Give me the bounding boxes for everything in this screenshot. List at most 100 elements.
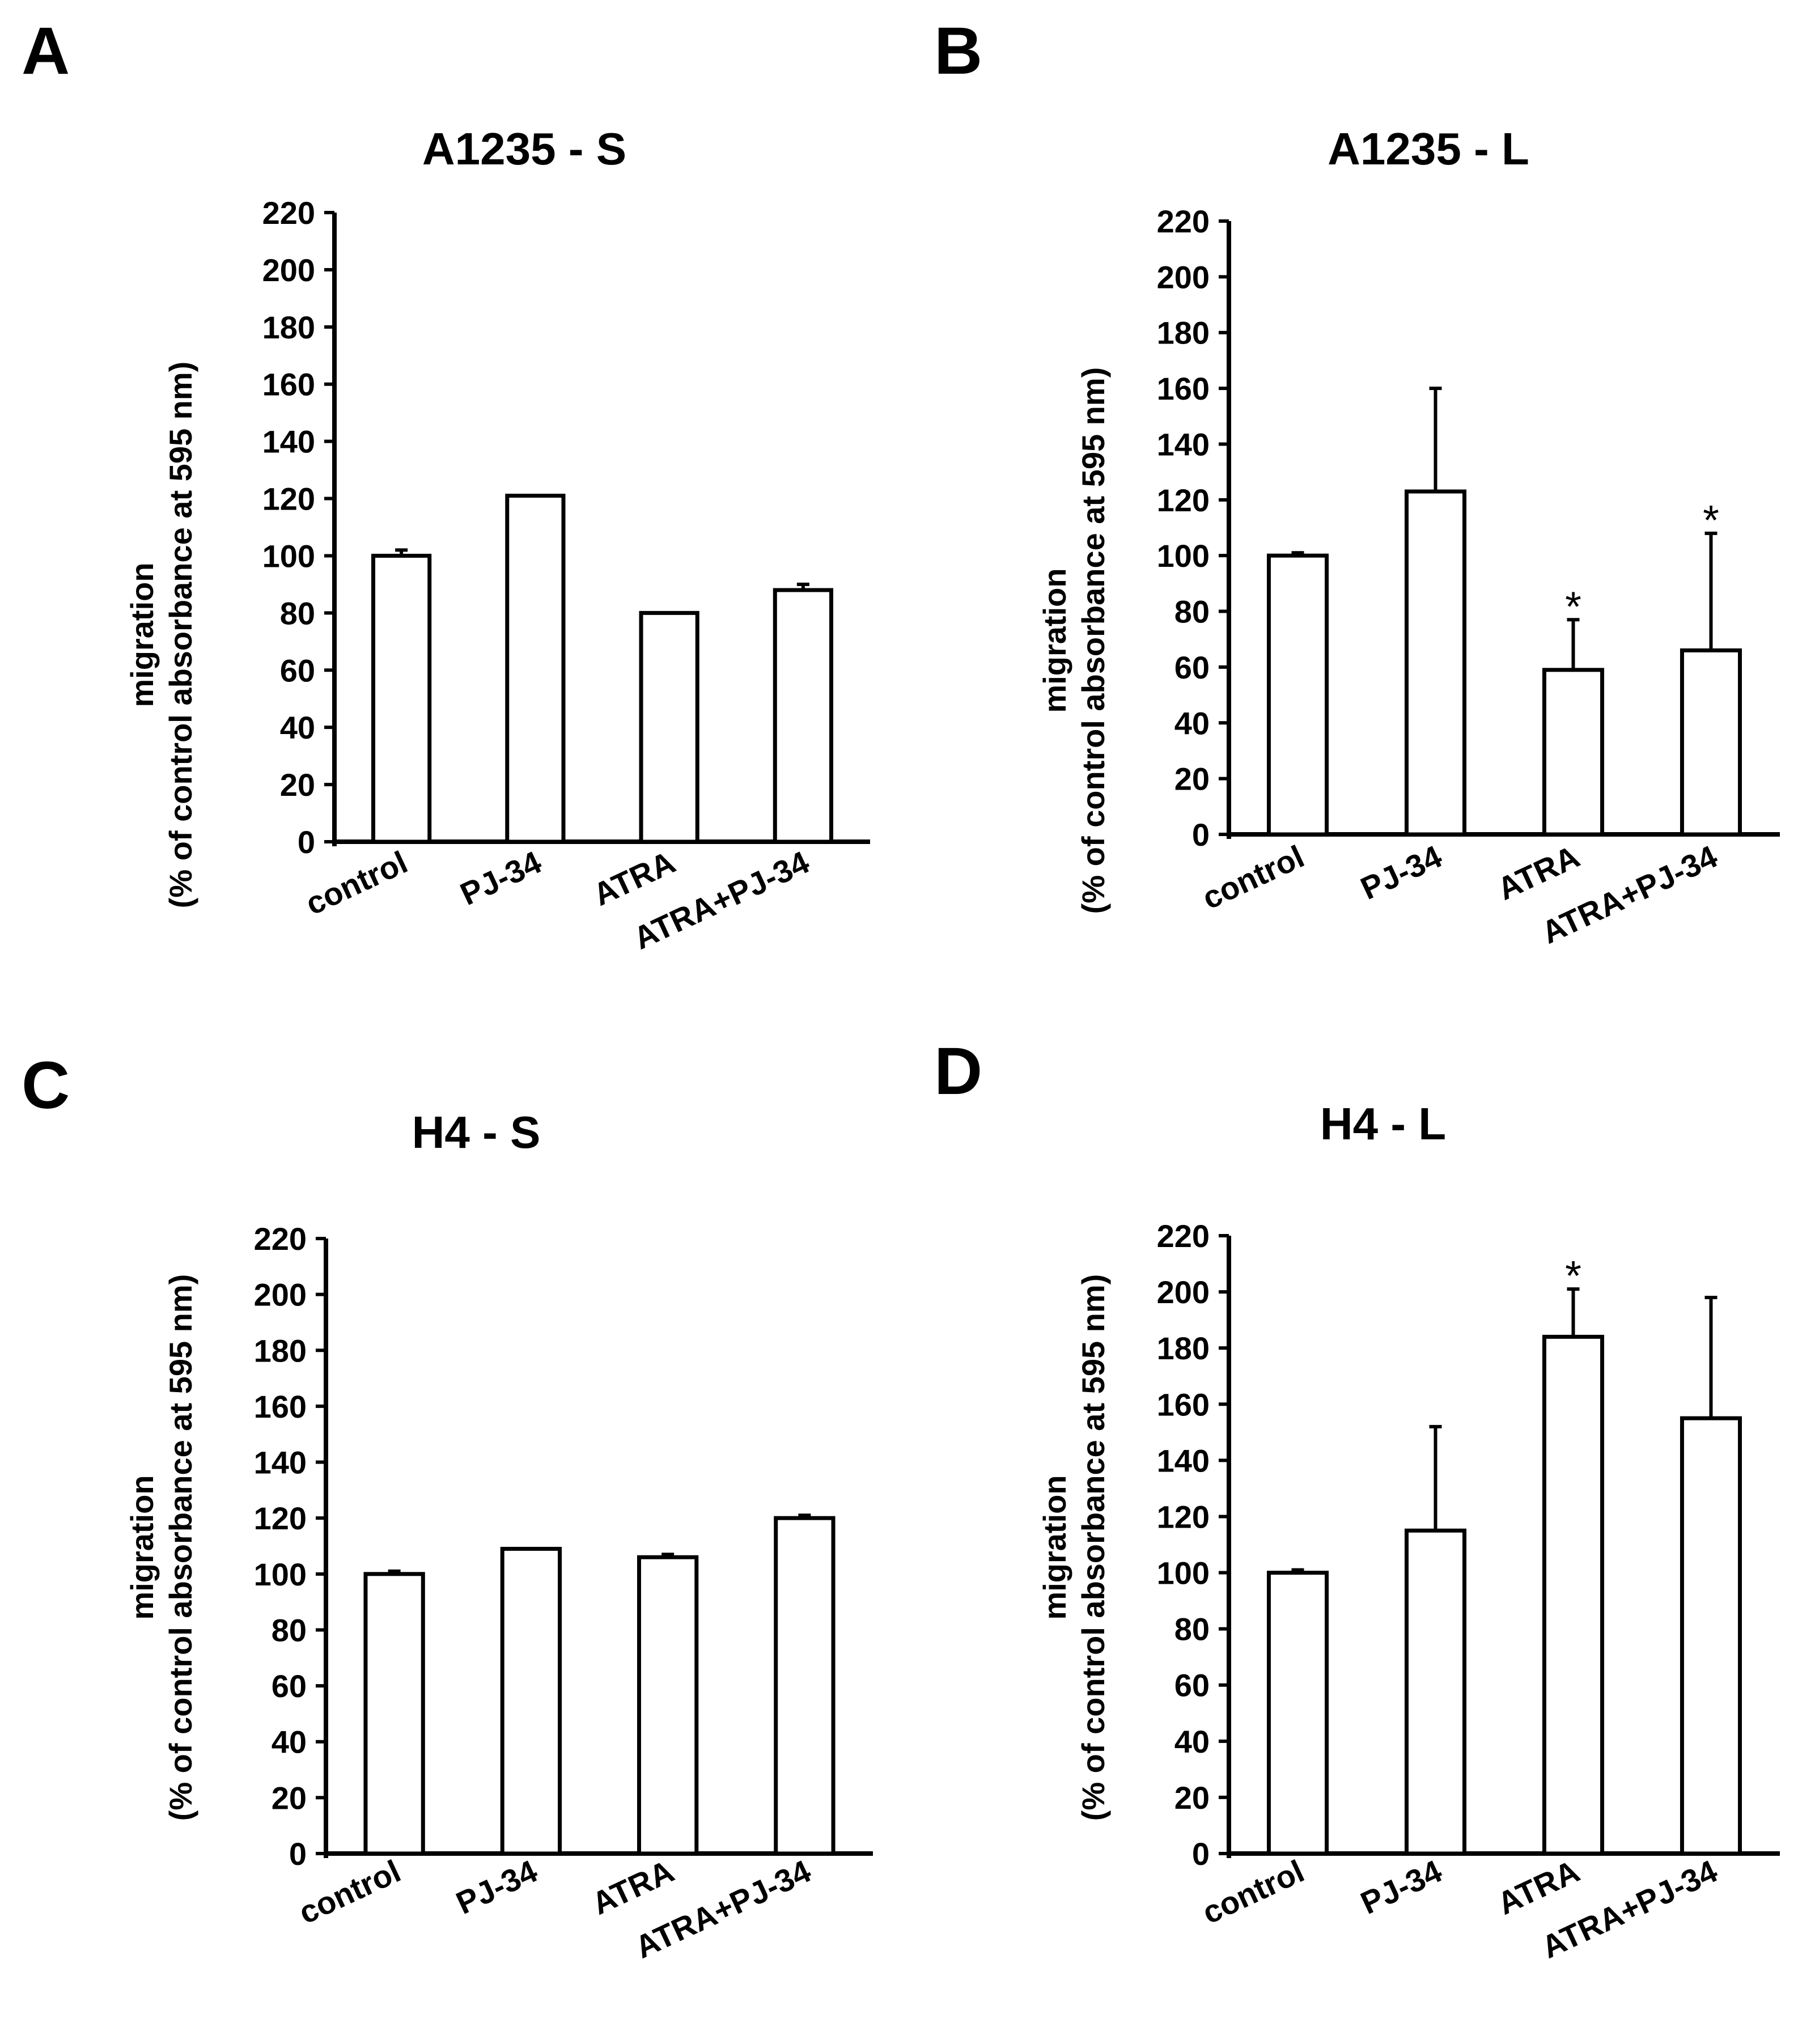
chart-title: H4 - S xyxy=(412,1107,541,1157)
y-tick-label: 120 xyxy=(262,481,315,517)
y-tick-label: 60 xyxy=(272,1668,307,1704)
category-label: PJ-34 xyxy=(1355,838,1447,906)
y-tick-label: 160 xyxy=(254,1389,307,1424)
y-axis-label-line: migration xyxy=(124,1475,160,1619)
chart-panel-a: A A1235 - S migration(% of control absorba… xyxy=(22,14,870,956)
y-tick-label: 60 xyxy=(280,652,315,688)
y-axis-label-line: (% of control absorbance at 595 nm) xyxy=(163,362,198,909)
y-tick-label: 20 xyxy=(1174,1780,1210,1816)
y-axis-label: migration(% of control absorbance at 595… xyxy=(1037,367,1111,914)
y-tick-label: 200 xyxy=(254,1277,307,1313)
y-tick-label: 180 xyxy=(1157,315,1210,351)
bar xyxy=(1680,648,1742,837)
category-label: ATRA xyxy=(1492,838,1585,907)
y-axis-label: migration(% of control absorbance at 595… xyxy=(1037,1274,1111,1821)
y-tick-label: 100 xyxy=(1157,538,1210,574)
y-tick-label: 80 xyxy=(1174,594,1210,630)
panel-letter: A xyxy=(22,14,70,88)
y-tick-label: 40 xyxy=(1174,1724,1210,1759)
y-tick-label: 200 xyxy=(1157,259,1210,295)
y-axis-label-line: migration xyxy=(1037,1475,1072,1619)
bar xyxy=(1542,1334,1605,1856)
significance-marker: * xyxy=(1703,497,1719,544)
chart-title: A1235 - S xyxy=(422,124,626,174)
bar xyxy=(371,553,432,844)
category-label: control xyxy=(300,844,413,922)
bar xyxy=(774,1516,836,1856)
y-tick-label: 200 xyxy=(262,252,315,288)
panel-letter: D xyxy=(934,1034,982,1109)
y-tick-label: 0 xyxy=(1192,1836,1210,1872)
y-tick-label: 140 xyxy=(1157,426,1210,462)
y-tick-label: 0 xyxy=(298,824,315,860)
category-label: control xyxy=(293,1853,406,1931)
category-label: ATRA xyxy=(588,844,681,913)
y-tick-label: 40 xyxy=(1174,705,1210,741)
bar xyxy=(1404,1528,1467,1856)
y-tick-label: 100 xyxy=(254,1557,307,1592)
y-tick-label: 220 xyxy=(262,195,315,231)
y-tick-label: 80 xyxy=(1174,1612,1210,1647)
y-tick-label: 100 xyxy=(1157,1555,1210,1591)
y-tick-label: 120 xyxy=(254,1500,307,1536)
y-tick-label: 100 xyxy=(262,538,315,574)
y-tick-label: 60 xyxy=(1174,1668,1210,1703)
significance-marker: * xyxy=(1565,1252,1581,1299)
y-tick-label: 20 xyxy=(272,1780,307,1816)
y-tick-label: 140 xyxy=(1157,1443,1210,1478)
y-tick-label: 220 xyxy=(1157,203,1210,239)
y-tick-label: 60 xyxy=(1174,650,1210,685)
bar xyxy=(1542,668,1605,837)
y-axis-label-line: (% of control absorbance at 595 nm) xyxy=(163,1274,198,1821)
chart-panel-d: D H4 - L migration(% of control absorbance… xyxy=(934,1034,1780,1965)
y-axis-label: migration(% of control absorbance at 595… xyxy=(124,1274,198,1821)
y-tick-label: 160 xyxy=(262,367,315,402)
y-tick-label: 160 xyxy=(1157,1386,1210,1422)
y-axis-label-line: migration xyxy=(124,562,160,707)
y-tick-label: 180 xyxy=(262,309,315,345)
y-tick-label: 200 xyxy=(1157,1274,1210,1310)
chart-title: H4 - L xyxy=(1320,1099,1446,1149)
bar xyxy=(773,588,833,844)
category-label: PJ-34 xyxy=(455,844,546,912)
y-axis-label-line: (% of control absorbance at 595 nm) xyxy=(1075,367,1111,914)
y-tick-label: 80 xyxy=(280,595,315,631)
bar xyxy=(1680,1416,1742,1856)
category-label: PJ-34 xyxy=(451,1853,542,1921)
category-label: ATRA xyxy=(1492,1853,1585,1922)
y-tick-label: 140 xyxy=(254,1445,307,1481)
bar xyxy=(1404,489,1467,837)
y-axis-label-line: (% of control absorbance at 595 nm) xyxy=(1075,1274,1111,1821)
y-tick-label: 0 xyxy=(1192,817,1210,853)
bar xyxy=(363,1572,425,1856)
bar xyxy=(639,610,699,844)
category-label: control xyxy=(1197,1853,1309,1931)
y-tick-label: 0 xyxy=(289,1836,307,1872)
category-label: PJ-34 xyxy=(1355,1853,1447,1921)
panel-letter: B xyxy=(934,14,982,88)
y-tick-label: 160 xyxy=(1157,371,1210,406)
bar xyxy=(1266,553,1329,837)
y-tick-label: 20 xyxy=(280,767,315,803)
bar xyxy=(500,1546,562,1856)
y-tick-label: 120 xyxy=(1157,482,1210,518)
y-tick-label: 120 xyxy=(1157,1499,1210,1534)
y-tick-label: 140 xyxy=(262,424,315,460)
y-tick-label: 180 xyxy=(254,1333,307,1368)
y-tick-label: 180 xyxy=(1157,1330,1210,1366)
y-tick-label: 220 xyxy=(1157,1218,1210,1254)
significance-marker: * xyxy=(1565,583,1581,630)
y-tick-label: 20 xyxy=(1174,761,1210,797)
y-tick-label: 220 xyxy=(254,1221,307,1257)
bar xyxy=(1266,1571,1329,1856)
chart-panel-c: C H4 - S migration(% of control absorbance… xyxy=(22,1048,873,1965)
chart-title: A1235 - L xyxy=(1328,124,1529,174)
bar xyxy=(505,494,566,844)
y-axis-label: migration(% of control absorbance at 595… xyxy=(124,362,198,909)
y-axis-label-line: migration xyxy=(1037,568,1072,713)
chart-panel-b: B A1235 - L migration(% of control absorba… xyxy=(934,14,1780,951)
category-label: control xyxy=(1197,838,1309,916)
category-label: ATRA xyxy=(587,1853,680,1922)
y-tick-label: 40 xyxy=(272,1724,307,1760)
